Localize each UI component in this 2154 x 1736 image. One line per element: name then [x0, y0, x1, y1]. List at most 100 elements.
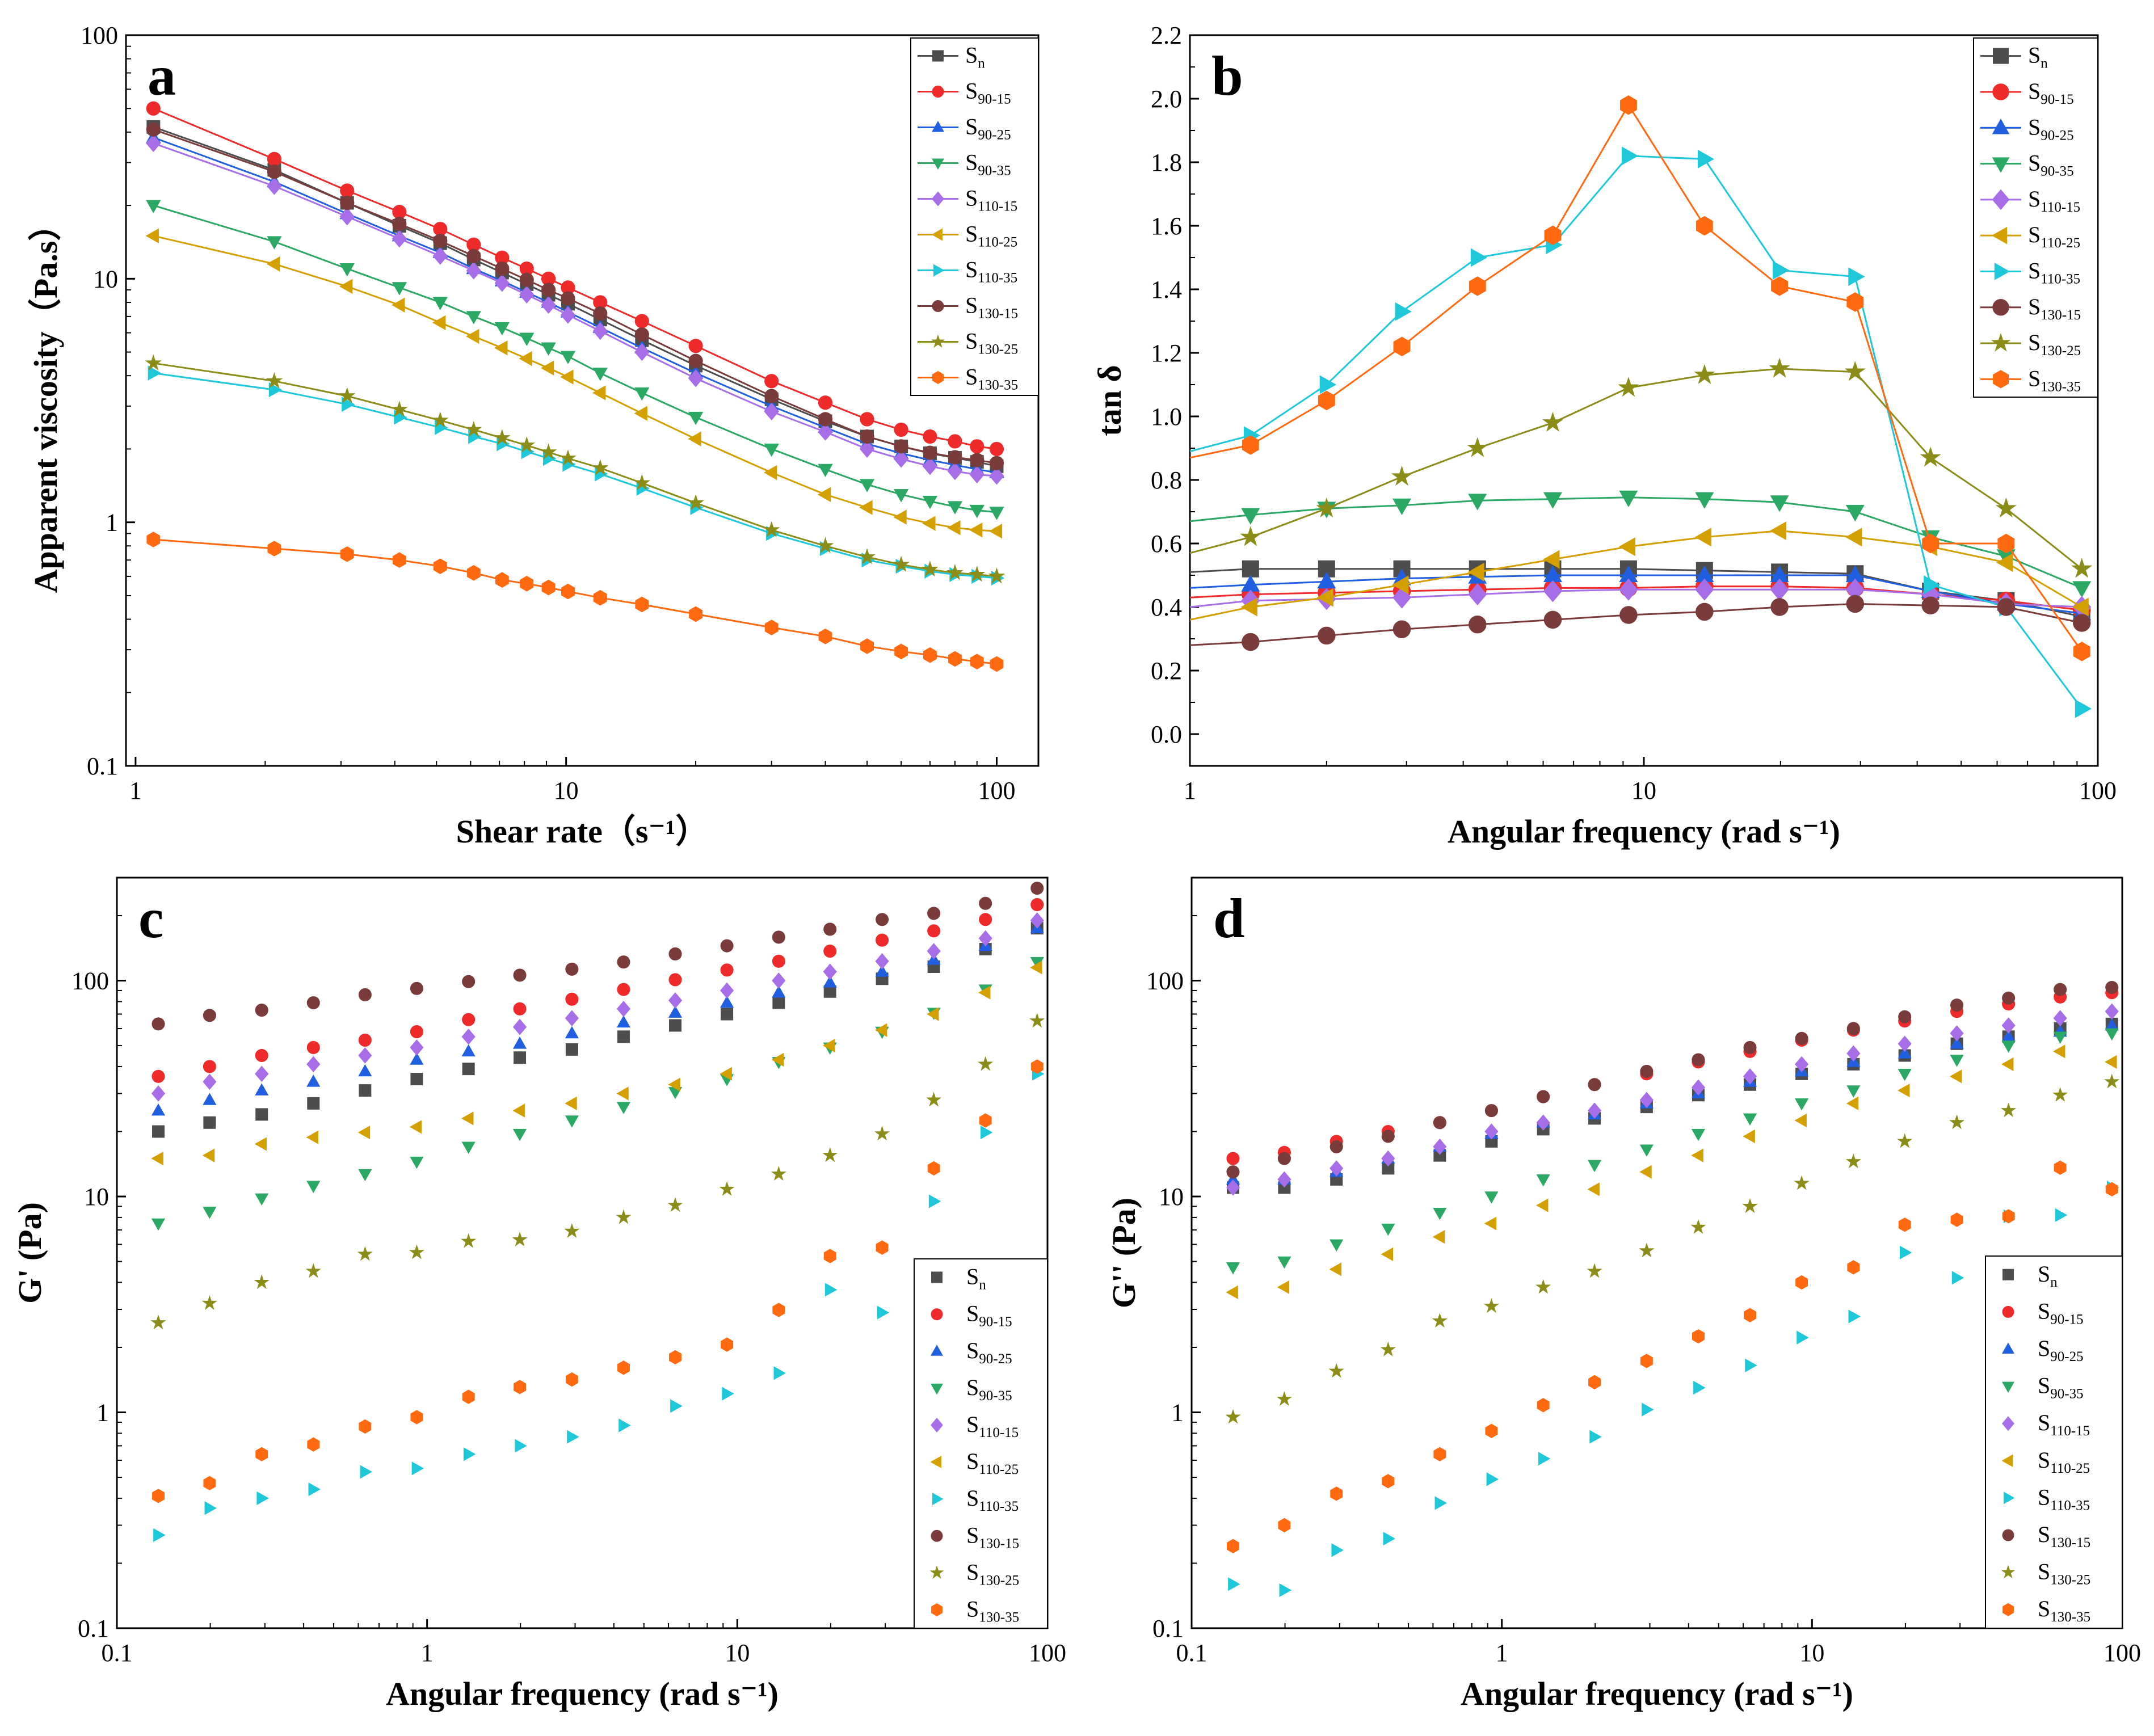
data-point	[876, 1240, 889, 1255]
data-point	[306, 1075, 321, 1087]
data-point	[1695, 492, 1714, 509]
data-point	[255, 1065, 269, 1082]
legend-marker	[930, 1456, 941, 1469]
data-point	[1951, 1271, 1964, 1285]
data-point	[203, 1073, 217, 1090]
data-point	[772, 972, 786, 989]
data-point	[927, 1161, 940, 1176]
series-line	[153, 142, 997, 477]
y-tick-label: 100	[81, 22, 118, 49]
series-130-15	[152, 882, 1044, 1031]
legend-label: S90-35	[2028, 150, 2074, 179]
data-point	[1535, 1279, 1551, 1294]
data-point	[339, 279, 353, 294]
data-point	[358, 988, 372, 1002]
data-point	[410, 1156, 424, 1169]
legend-label: S110-35	[966, 1485, 1019, 1514]
data-point	[989, 456, 1004, 470]
y-tick-label: 1.4	[1151, 276, 1182, 304]
data-point	[308, 1482, 321, 1497]
data-point	[893, 450, 909, 468]
data-point	[461, 1233, 477, 1248]
legend-marker	[932, 300, 944, 312]
data-point	[818, 629, 832, 644]
data-point	[495, 261, 510, 276]
data-point	[2073, 642, 2090, 661]
data-point	[719, 1181, 735, 1196]
data-point	[1587, 1263, 1602, 1278]
data-point	[1381, 1223, 1395, 1236]
data-point	[616, 1015, 631, 1028]
legend-box	[910, 37, 1039, 396]
legend-label: Sn	[2038, 1261, 2058, 1290]
data-point	[466, 262, 481, 280]
legend-marker	[2002, 1529, 2014, 1541]
data-point	[667, 1197, 683, 1212]
data-point	[922, 457, 938, 475]
data-point	[565, 1010, 579, 1027]
data-point	[1898, 1083, 1910, 1098]
data-point	[893, 489, 909, 503]
data-point	[2072, 581, 2092, 598]
y-axis-label: Apparent viscosity（Pa.s）	[27, 208, 64, 593]
data-point	[1240, 526, 1261, 546]
legend-marker	[2004, 1491, 2015, 1505]
data-point	[513, 1002, 527, 1016]
data-point	[1543, 550, 1560, 569]
data-point	[923, 445, 937, 460]
data-point	[254, 1274, 270, 1290]
legend-label: S130-25	[2028, 330, 2081, 359]
data-point	[688, 369, 704, 387]
x-tick-label: 10	[1799, 1639, 1824, 1667]
data-point	[894, 643, 908, 660]
data-point	[1949, 1114, 1965, 1130]
data-point	[1486, 1472, 1499, 1486]
data-point	[432, 247, 448, 265]
data-point	[559, 449, 577, 466]
legend-marker	[932, 1493, 944, 1506]
data-point	[152, 1069, 165, 1083]
data-point	[519, 261, 534, 276]
data-point	[1330, 1140, 1343, 1153]
data-point	[203, 1060, 216, 1073]
data-point	[357, 1246, 373, 1261]
data-point	[2105, 1018, 2119, 1031]
data-point	[1848, 267, 1865, 286]
legend-label: S110-25	[2028, 222, 2080, 251]
data-point	[1845, 528, 1862, 547]
data-point	[561, 583, 575, 600]
data-point	[668, 973, 682, 987]
data-point	[1743, 1068, 1757, 1085]
y-tick-label: 2.0	[1151, 85, 1182, 113]
legend-marker	[931, 1308, 943, 1321]
data-point	[616, 1086, 629, 1101]
legend-label: Sn	[965, 43, 985, 71]
data-point	[1226, 1165, 1240, 1179]
legend-label: S130-35	[966, 1596, 1019, 1625]
y-tick-label: 0.6	[1151, 530, 1182, 558]
data-point	[970, 654, 984, 669]
legend-marker	[931, 228, 943, 241]
data-point	[772, 930, 785, 944]
data-point	[2105, 1003, 2119, 1020]
data-point	[1769, 357, 1790, 378]
data-point	[512, 1232, 528, 1246]
data-point	[1619, 95, 1637, 115]
y-tick-label: 0.8	[1151, 466, 1182, 494]
data-point	[358, 1064, 372, 1077]
data-point	[203, 1207, 217, 1219]
data-point	[410, 981, 423, 995]
data-point	[764, 402, 779, 420]
data-point	[927, 907, 941, 920]
data-point	[513, 968, 527, 982]
data-point	[202, 1148, 215, 1162]
data-point	[927, 924, 941, 938]
data-point	[1382, 1474, 1395, 1489]
data-point	[432, 297, 448, 310]
data-point	[980, 1126, 993, 1140]
data-point	[591, 459, 609, 475]
data-point	[1692, 1329, 1705, 1344]
legend-marker	[1991, 226, 2008, 245]
data-point	[1544, 225, 1562, 246]
data-point	[203, 1009, 216, 1022]
